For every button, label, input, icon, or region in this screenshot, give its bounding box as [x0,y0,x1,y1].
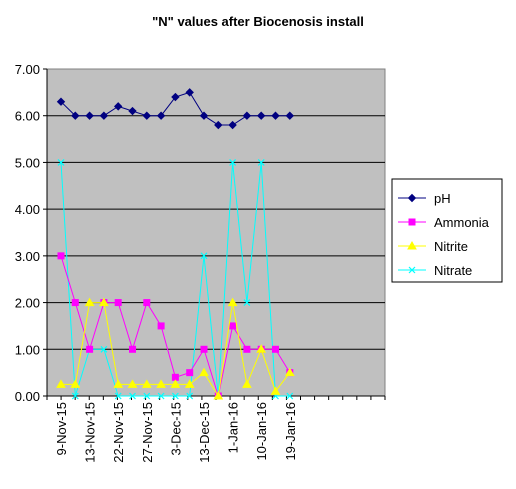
data-point-nitrite [256,344,267,353]
data-point-nitrite [70,379,81,388]
data-point-nitrite [56,379,66,388]
data-point-ph [128,106,137,116]
data-point-ammonia [200,345,208,353]
x-tick-label: 13-Nov-15 [83,402,98,463]
x-tick-label: 13-Dec-15 [197,402,212,463]
data-point-ph [228,120,237,130]
data-point-nitrite [127,379,138,388]
y-tick-label: 0.00 [15,389,40,404]
data-point-nitrate [229,159,237,166]
data-point-nitrite [227,297,238,307]
data-point-ph [171,92,180,102]
data-point-nitrate [243,299,251,306]
data-point-ammonia [57,252,65,260]
legend-marker-nitrate [408,266,416,274]
data-point-ph [285,111,295,120]
legend-marker-ph [407,193,417,203]
y-tick-label: 3.00 [15,249,40,264]
data-point-ph [185,88,194,97]
x-tick-label: 10-Jan-16 [254,402,269,461]
y-tick-label: 4.00 [15,202,40,217]
data-point-nitrite [270,386,281,395]
data-point-nitrite [170,379,181,388]
data-point-ph [256,111,266,120]
plot-area [46,68,386,397]
data-point-ph [56,97,66,106]
data-point-nitrate [200,252,208,260]
data-point-ammonia [143,299,151,307]
x-tick-label: 22-Nov-15 [111,402,126,463]
legend-label-nitrate: Nitrate [434,263,472,278]
x-tick-label: 3-Dec-15 [168,402,183,455]
data-point-ph [242,111,252,120]
y-tick-label: 7.00 [15,62,40,77]
data-point-ph [85,111,94,120]
y-tick-label: 1.00 [15,342,40,357]
data-point-nitrate [157,392,165,400]
data-point-ph [71,111,80,120]
series-layer [56,88,295,400]
data-point-nitrite [84,297,95,307]
x-tick-label: 1-Jan-16 [226,402,241,453]
data-point-nitrite [213,390,224,400]
data-point-ammonia [186,369,194,377]
x-tick-label: 19-Jan-16 [283,402,298,461]
data-point-ammonia [86,345,94,353]
data-point-nitrate [257,159,265,166]
data-point-ammonia [229,322,237,330]
y-tick-label: 2.00 [15,296,40,311]
data-point-ph [214,120,223,130]
data-point-nitrate [129,392,136,400]
data-point-nitrite [184,379,195,388]
data-point-ammonia [272,345,279,353]
data-point-ph [156,111,166,120]
data-point-nitrate [143,392,151,400]
y-tick-label: 6.00 [15,109,40,124]
y-tick-label: 5.00 [15,155,40,170]
x-axis-ticks: 9-Nov-15 13-Nov-15 22-Nov-15 27-Nov-15 3-Dec… [46,396,386,463]
data-point-nitrate [100,345,108,353]
data-point-ammonia [157,322,165,330]
data-point-ammonia [71,299,79,307]
data-point-nitrate [171,392,179,400]
legend-label-nitrite: Nitrite [434,239,468,254]
legend-marker-ammonia [408,218,416,226]
data-point-nitrate [186,392,194,400]
data-point-nitrite [141,379,152,388]
x-tick-label: 27-Nov-15 [140,402,155,463]
legend-label-ammonia: Ammonia [434,215,490,230]
data-point-nitrite [113,379,124,388]
chart-title: "N" values after Biocenosis install [152,14,364,29]
data-point-nitrite [156,379,166,388]
data-point-nitrate [71,392,79,400]
data-point-nitrite [242,379,252,388]
data-point-ammonia [243,345,251,353]
data-point-ph [199,111,209,120]
data-point-ph [271,111,280,120]
data-point-ph [113,102,123,111]
legend-label-ph: pH [434,191,451,206]
data-point-nitrate [114,392,122,400]
data-point-nitrate [57,159,65,166]
legend-marker-nitrite [407,240,417,250]
data-point-nitrite [284,367,295,377]
data-point-nitrite [199,367,209,377]
data-point-nitrite [99,297,109,307]
x-tick-label: 9-Nov-15 [54,402,69,455]
data-point-ph [99,111,109,120]
data-point-ammonia [129,345,136,353]
data-point-ammonia [114,299,122,307]
data-point-nitrate [286,392,294,400]
legend: pH Ammonia Nitrite Nitrate [391,178,503,283]
data-point-ph [142,111,152,120]
